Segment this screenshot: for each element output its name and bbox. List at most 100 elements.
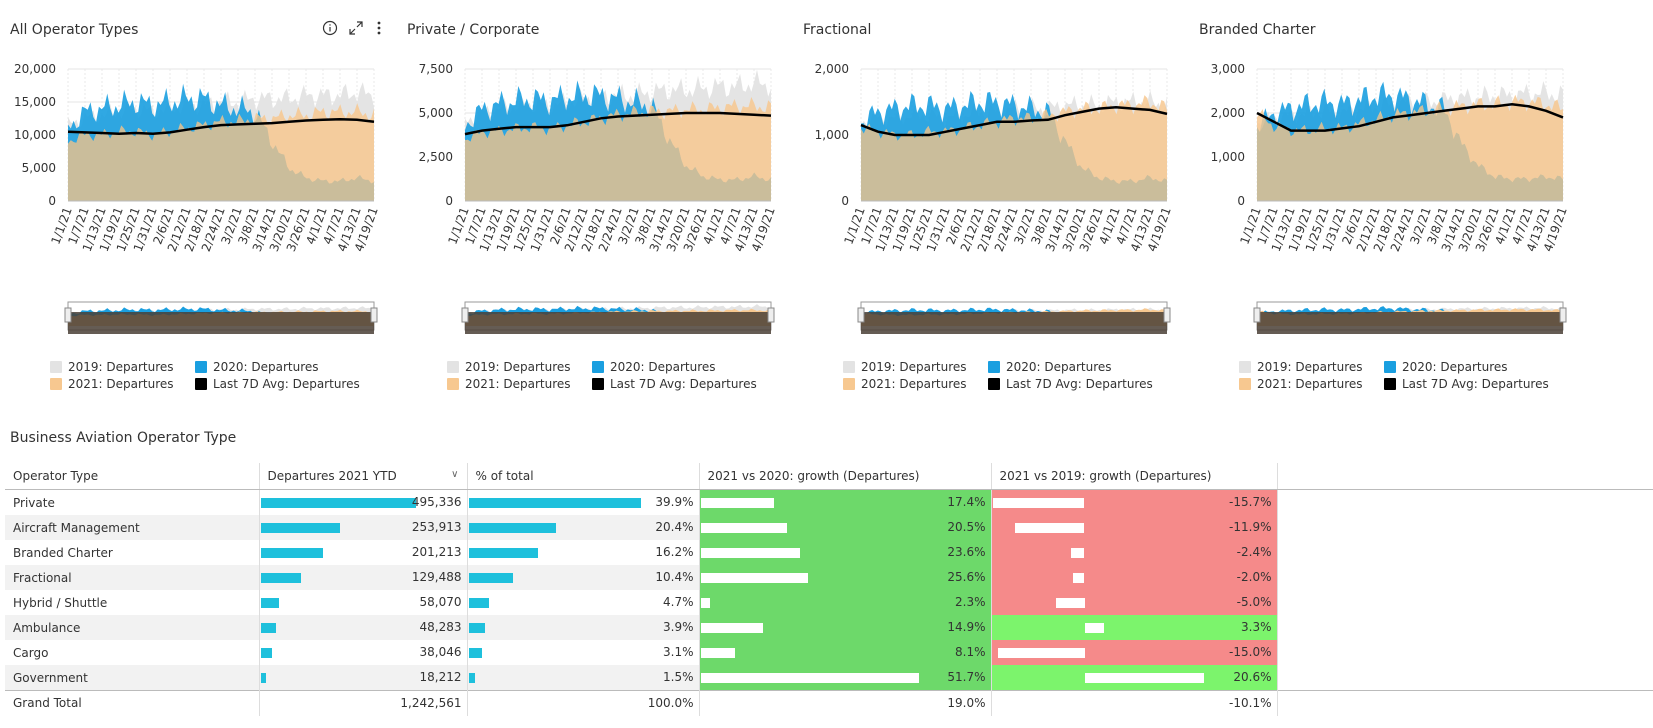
cell-growth-2020: 23.6% xyxy=(699,540,992,565)
table-row[interactable]: Branded Charter 201,213 16.2% 23.6% -2.4% xyxy=(5,540,1653,565)
legend-item-2019[interactable]: 2019: Departures xyxy=(447,360,592,374)
departures-value: 201,213 xyxy=(411,545,462,559)
chart-title: All Operator Types xyxy=(10,22,139,38)
cell-total-departures-inner: 1,242,561 xyxy=(260,691,467,716)
pct-bar xyxy=(468,498,641,508)
growth-2020-bar xyxy=(700,573,809,583)
growth-2019-value: 20.6% xyxy=(1233,670,1272,684)
legend-item-2019[interactable]: 2019: Departures xyxy=(1239,360,1384,374)
expand-icon[interactable] xyxy=(348,20,364,36)
table-row[interactable]: Private 495,336 39.9% 17.4% -15.7% xyxy=(5,489,1653,515)
growth-2019-value: -11.9% xyxy=(1229,520,1272,534)
legend-item-2021[interactable]: 2021: Departures xyxy=(1239,377,1384,391)
y-tick-label: 5,000 xyxy=(419,106,453,120)
operator-type-table: Operator Type Departures 2021 YTD ∨ % of … xyxy=(5,463,1653,716)
table-row[interactable]: Government 18,212 1.5% 51.7% 20.6% xyxy=(5,665,1653,691)
legend-item-2021[interactable]: 2021: Departures xyxy=(447,377,592,391)
growth-2020-value: 14.9% xyxy=(947,620,986,634)
growth-2019-cell: -2.0% xyxy=(992,565,1277,590)
growth-2020-value: 51.7% xyxy=(947,670,986,684)
chart-title: Private / Corporate xyxy=(407,22,540,38)
operator-type-label: Fractional xyxy=(13,570,72,585)
legend-item-2020[interactable]: 2020: Departures xyxy=(988,360,1173,374)
y-tick-label: 15,000 xyxy=(14,95,56,109)
y-tick-label: 0 xyxy=(445,194,453,208)
navigator-handle-left xyxy=(64,307,72,323)
table-row[interactable]: Hybrid / Shuttle 58,070 4.7% 2.3% -5.0% xyxy=(5,590,1653,615)
table-row[interactable]: Cargo 38,046 3.1% 8.1% -15.0% xyxy=(5,640,1653,665)
operator-type-label: Cargo xyxy=(13,645,49,660)
range-navigator[interactable] xyxy=(0,300,396,340)
cell-departures: 38,046 xyxy=(259,640,468,665)
area-chart[interactable]: 01,0002,0001/1/211/7/211/13/211/19/211/2… xyxy=(793,55,1189,295)
legend-item-2020[interactable]: 2020: Departures xyxy=(592,360,777,374)
growth-2020-cell: 23.6% xyxy=(700,540,991,565)
departures-bar-cell: 48,283 xyxy=(260,615,467,640)
growth-2020-value: 2.3% xyxy=(955,595,986,609)
legend-item-avg[interactable]: Last 7D Avg: Departures xyxy=(195,377,380,391)
cell-empty xyxy=(1277,615,1653,640)
growth-2019-cell: -2.4% xyxy=(992,540,1277,565)
legend-item-2021[interactable]: 2021: Departures xyxy=(50,377,195,391)
growth-2019-bar xyxy=(1055,598,1085,608)
pct-value: 3.9% xyxy=(663,620,694,634)
more-options-icon[interactable] xyxy=(374,20,384,36)
table-row[interactable]: Ambulance 48,283 3.9% 14.9% 3.3% xyxy=(5,615,1653,640)
range-navigator[interactable] xyxy=(793,300,1189,340)
cell-departures: 495,336 xyxy=(259,489,468,515)
pct-bar xyxy=(468,573,514,583)
chart-panel-fractional: Fractional 0 1,000 2,000 1/1/21 1/7/21 1/13/2… xyxy=(793,0,1189,410)
info-icon[interactable] xyxy=(322,20,338,36)
growth-2020-bar xyxy=(700,648,735,658)
operator-type-label: Branded Charter xyxy=(13,545,113,560)
navigator-selection xyxy=(68,312,374,334)
legend-item-avg[interactable]: Last 7D Avg: Departures xyxy=(988,377,1173,391)
column-header-pct-total[interactable]: % of total xyxy=(467,463,700,490)
cell-operator-type: Branded Charter xyxy=(5,540,260,565)
pct-bar xyxy=(468,523,557,533)
legend-item-avg[interactable]: Last 7D Avg: Departures xyxy=(592,377,777,391)
legend-item-2019[interactable]: 2019: Departures xyxy=(843,360,988,374)
growth-2020-bar xyxy=(700,498,774,508)
growth-2019-bar xyxy=(1070,548,1085,558)
area-chart[interactable]: 01,0002,0003,0001/1/211/7/211/13/211/19/… xyxy=(1189,55,1585,295)
range-navigator[interactable] xyxy=(1189,300,1585,340)
cell-total-growth-2020-inner: 19.0% xyxy=(700,691,991,716)
area-chart[interactable]: 05,00010,00015,00020,0001/1/211/7/211/13… xyxy=(0,55,396,295)
growth-2019-value: 3.3% xyxy=(1241,620,1272,634)
y-tick-label: 2,500 xyxy=(419,150,453,164)
legend-item-2020[interactable]: 2020: Departures xyxy=(1384,360,1569,374)
table-row[interactable]: Aircraft Management 253,913 20.4% 20.5% -11.… xyxy=(5,515,1653,540)
legend-item-2021[interactable]: 2021: Departures xyxy=(843,377,988,391)
column-header-departures[interactable]: Departures 2021 YTD ∨ xyxy=(259,463,468,490)
cell-total-departures-value: 1,242,561 xyxy=(400,696,462,710)
column-header-growth-2020[interactable]: 2021 vs 2020: growth (Departures) xyxy=(699,463,992,490)
legend-item-2020[interactable]: 2020: Departures xyxy=(195,360,380,374)
column-header-operator-type[interactable]: Operator Type xyxy=(5,463,260,490)
departures-value: 253,913 xyxy=(411,520,462,534)
departures-value: 18,212 xyxy=(419,670,462,684)
column-header-growth-2019[interactable]: 2021 vs 2019: growth (Departures) xyxy=(991,463,1278,490)
growth-2020-bar xyxy=(700,548,800,558)
growth-2019-value: -5.0% xyxy=(1236,595,1272,609)
departures-bar-cell: 201,213 xyxy=(260,540,467,565)
departures-bar xyxy=(260,498,416,508)
departures-value: 38,046 xyxy=(419,645,462,659)
table-row[interactable]: Fractional 129,488 10.4% 25.6% -2.0% xyxy=(5,565,1653,590)
range-navigator[interactable] xyxy=(397,300,793,340)
growth-2020-cell: 51.7% xyxy=(700,665,991,690)
legend-item-avg[interactable]: Last 7D Avg: Departures xyxy=(1384,377,1569,391)
y-tick-label: 0 xyxy=(841,194,849,208)
legend-item-2019[interactable]: 2019: Departures xyxy=(50,360,195,374)
pct-bar xyxy=(468,598,489,608)
chart-legend: 2019: Departures 2020: Departures 2021: … xyxy=(843,360,1173,391)
growth-2020-bar xyxy=(700,673,919,683)
cell-total-pct-value: 100.0% xyxy=(647,696,694,710)
chart-legend: 2019: Departures 2020: Departures 2021: … xyxy=(447,360,777,391)
series-overlap-area xyxy=(68,113,374,201)
growth-2019-cell: 3.3% xyxy=(992,615,1277,640)
chevron-down-icon[interactable]: ∨ xyxy=(451,469,459,480)
area-chart[interactable]: 02,5005,0007,5001/1/211/7/211/13/211/19/… xyxy=(397,55,793,295)
cell-empty xyxy=(1277,590,1653,615)
operator-type-label: Private xyxy=(13,495,55,510)
